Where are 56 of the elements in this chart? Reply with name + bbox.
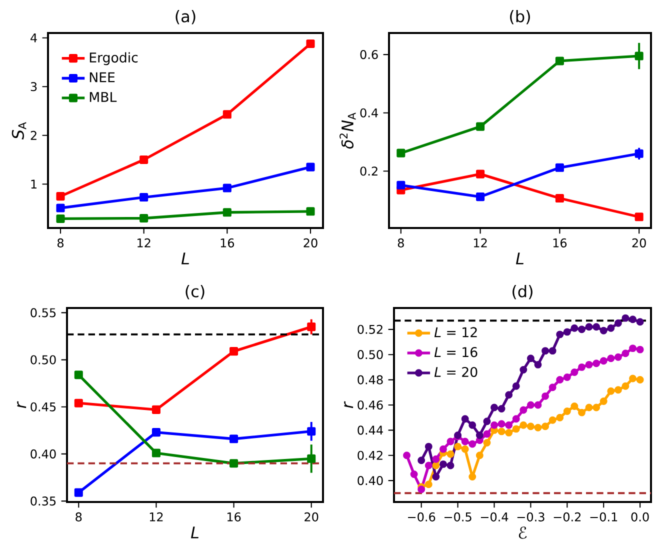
y-tick-label: 2 <box>30 130 36 140</box>
y-tick-label: 3 <box>30 82 37 92</box>
y-tick-label: 0.35 <box>30 496 56 506</box>
y-tick-label: 0.55 <box>30 308 56 318</box>
y-tick-label: 4 <box>30 34 37 42</box>
x-axis-title: L <box>516 252 524 264</box>
y-tick-label: 0.52 <box>358 324 382 334</box>
x-tick-label: 20 <box>304 512 318 522</box>
x-axis-title: ℰ <box>518 526 527 539</box>
y-tick-label: 0.40 <box>30 449 56 458</box>
x-tick-label: 12 <box>474 238 487 248</box>
x-tick-label: −0.5 <box>444 512 472 522</box>
x-tick-label: 12 <box>150 512 163 522</box>
y-tick-label: 0.6 <box>360 50 378 60</box>
legend-label: MBL <box>90 92 117 102</box>
legend-label: Ergodic <box>90 52 138 66</box>
y-tick-label: 0.50 <box>358 350 383 360</box>
y-tick-label: 0.50 <box>30 355 56 364</box>
x-tick-label: 8 <box>398 238 404 248</box>
y-tick-label: 0.42 <box>358 450 382 460</box>
x-tick-label: −0.4 <box>480 512 508 522</box>
y-axis-title: r <box>344 401 354 408</box>
y-tick-label: 0.2 <box>360 166 378 176</box>
chart-title: (b) <box>510 10 530 24</box>
y-tick-label: 0.40 <box>358 476 383 486</box>
x-axis-title: L <box>190 526 198 538</box>
x-tick-label: 12 <box>138 238 150 248</box>
chart-title: (c) <box>186 285 204 300</box>
x-tick-label: 20 <box>632 238 646 248</box>
x-tick-label: 0.0 <box>631 512 649 522</box>
legend-label: L = 20 <box>434 366 478 378</box>
y-tick-label: 0.45 <box>30 402 56 412</box>
x-tick-label: 8 <box>58 238 64 248</box>
x-tick-label: −0.3 <box>517 512 544 522</box>
x-tick-label: 16 <box>227 512 241 522</box>
y-tick-label: 0.48 <box>358 375 383 384</box>
chart-title: (d) <box>512 285 532 300</box>
y-tick-label: 0.46 <box>358 400 383 410</box>
y-tick-label: 1 <box>31 180 36 188</box>
x-tick-label: −0.2 <box>554 512 581 522</box>
legend-label: L = 16 <box>434 347 478 358</box>
x-tick-label: 8 <box>76 512 82 522</box>
y-tick-label: 0.44 <box>358 426 383 435</box>
y-tick-label: 0.4 <box>360 108 378 118</box>
legend-label: NEE <box>90 72 115 82</box>
x-tick-label: −0.1 <box>590 512 618 522</box>
x-tick-label: 16 <box>553 238 567 248</box>
y-axis-title: δ$^{2}$N$_{A}$ <box>340 112 356 149</box>
chart-title: (a) <box>176 10 196 24</box>
x-tick-label: 16 <box>220 238 234 248</box>
legend-label: L = 12 <box>434 327 477 338</box>
x-tick-label: −0.6 <box>408 512 436 522</box>
y-axis-title: r <box>17 401 26 408</box>
x-tick-label: 20 <box>304 238 318 248</box>
y-axis-title: S$_{A}$ <box>12 122 26 140</box>
x-axis-title: L <box>181 252 189 264</box>
